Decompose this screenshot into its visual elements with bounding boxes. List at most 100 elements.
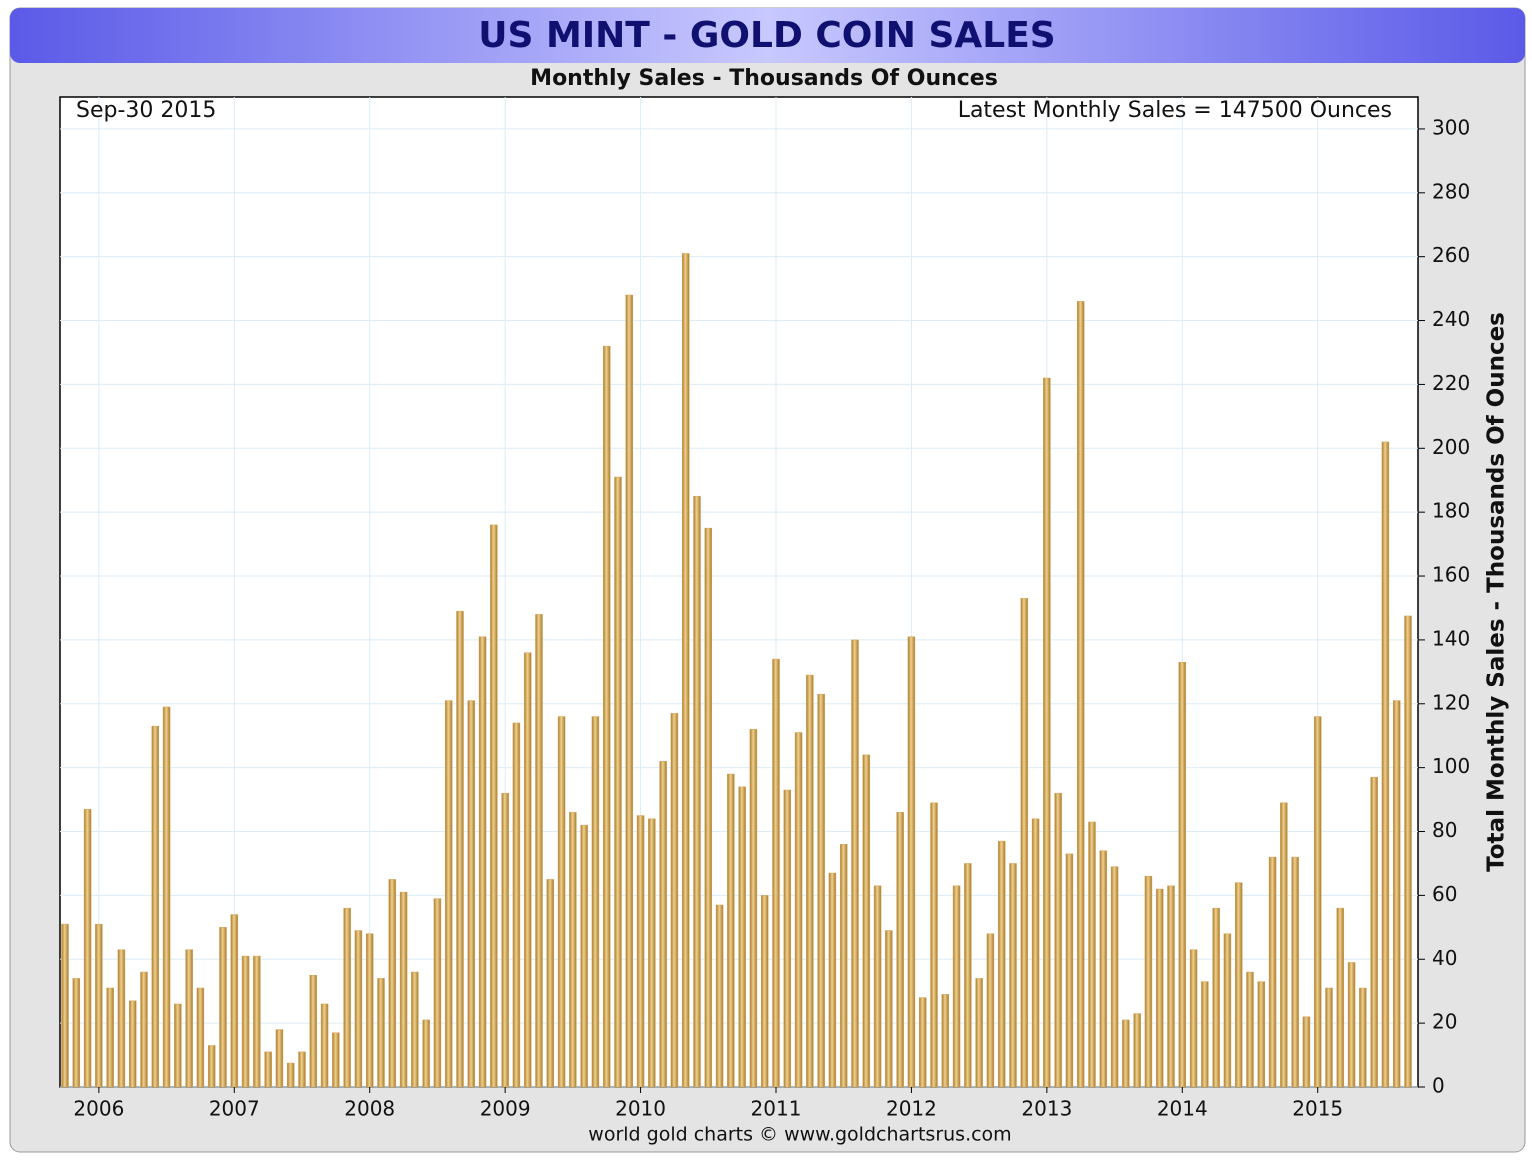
bar: [1020, 598, 1029, 1088]
subtitle: Monthly Sales - Thousands Of Ounces: [530, 66, 998, 91]
bar: [1359, 987, 1367, 1088]
bar: [1076, 301, 1085, 1088]
bar: [941, 994, 950, 1088]
bar: [907, 636, 916, 1088]
bar: [1122, 1019, 1130, 1088]
bar: [1155, 888, 1164, 1088]
bar: [659, 761, 667, 1088]
bar: [151, 725, 160, 1088]
bar: [1133, 1013, 1141, 1088]
bar: [557, 716, 566, 1088]
bar: [952, 885, 961, 1088]
date-label: Sep-30 2015: [76, 98, 216, 123]
bar: [512, 722, 521, 1088]
bar: [681, 253, 690, 1088]
bar: [162, 706, 171, 1088]
bar: [614, 476, 622, 1088]
bar: [95, 923, 103, 1088]
bar: [83, 808, 92, 1088]
bar: [1234, 882, 1243, 1088]
bar: [490, 524, 498, 1088]
y-tick-label: 300: [1432, 115, 1470, 139]
bar: [1189, 949, 1198, 1088]
bar: [896, 812, 904, 1088]
footer: world gold charts © www.goldchartsrus.co…: [588, 1124, 1011, 1146]
bar: [478, 636, 487, 1088]
bar: [715, 904, 724, 1088]
bar: [399, 891, 408, 1088]
bar: [1291, 856, 1299, 1088]
x-tick-label: 2012: [886, 1097, 937, 1121]
bar: [140, 971, 148, 1088]
bar: [388, 879, 397, 1088]
y-tick-label: 220: [1432, 371, 1470, 395]
bar: [1223, 933, 1232, 1088]
header-bar: [10, 8, 1525, 63]
bar: [964, 863, 972, 1088]
bar: [591, 716, 600, 1088]
bar: [806, 674, 814, 1088]
bar: [1392, 700, 1401, 1088]
bar: [1099, 850, 1108, 1088]
bar: [1167, 885, 1175, 1088]
bar: [354, 930, 363, 1088]
y-tick-label: 80: [1432, 818, 1457, 842]
x-tick-label: 2015: [1292, 1097, 1343, 1121]
bar: [1313, 716, 1322, 1088]
bar: [1246, 971, 1254, 1088]
y-tick-label: 20: [1432, 1010, 1457, 1034]
bar: [219, 927, 227, 1088]
bar: [851, 639, 859, 1088]
bar: [264, 1051, 272, 1088]
bar: [1404, 615, 1412, 1088]
bar: [106, 987, 114, 1088]
bar: [411, 971, 419, 1088]
bar: [794, 732, 803, 1088]
bar: [241, 955, 250, 1088]
y-tick-label: 280: [1432, 179, 1470, 203]
bar: [839, 844, 848, 1088]
bar: [230, 914, 239, 1088]
bar: [320, 1003, 329, 1088]
bar: [828, 872, 837, 1088]
bar: [501, 792, 509, 1088]
y-tick-label: 160: [1432, 563, 1470, 587]
bar: [456, 610, 464, 1088]
bar: [286, 1062, 295, 1088]
bar: [1110, 866, 1119, 1088]
bar: [569, 812, 577, 1088]
bar: [332, 1032, 340, 1088]
y-tick-label: 240: [1432, 307, 1470, 331]
y-tick-label: 260: [1432, 243, 1470, 267]
bar: [1144, 875, 1153, 1088]
y-tick-label: 120: [1432, 690, 1470, 714]
bar: [1065, 853, 1074, 1088]
y-axis-label: Total Monthly Sales - Thousands Of Ounce…: [1484, 312, 1510, 872]
bar: [523, 652, 532, 1088]
bar: [1009, 863, 1017, 1088]
bar: [602, 345, 611, 1088]
bar: [253, 955, 261, 1088]
latest-label: Latest Monthly Sales = 147500 Ounces: [958, 98, 1392, 123]
bar: [535, 614, 543, 1088]
bar: [377, 978, 385, 1088]
bar: [975, 978, 983, 1088]
bar: [117, 949, 126, 1088]
bar: [749, 729, 758, 1088]
bar: [885, 930, 893, 1088]
x-tick-label: 2009: [480, 1097, 531, 1121]
y-tick-label: 180: [1432, 499, 1470, 523]
bar: [625, 294, 634, 1088]
bar: [727, 773, 735, 1088]
bar: [309, 974, 318, 1088]
bar: [207, 1045, 216, 1088]
bar: [467, 700, 476, 1088]
bar: [1257, 981, 1266, 1088]
bar: [918, 997, 927, 1088]
bar: [873, 885, 882, 1088]
bar: [636, 815, 645, 1088]
bar: [422, 1019, 430, 1088]
bar: [1178, 662, 1187, 1088]
bar: [61, 923, 69, 1088]
